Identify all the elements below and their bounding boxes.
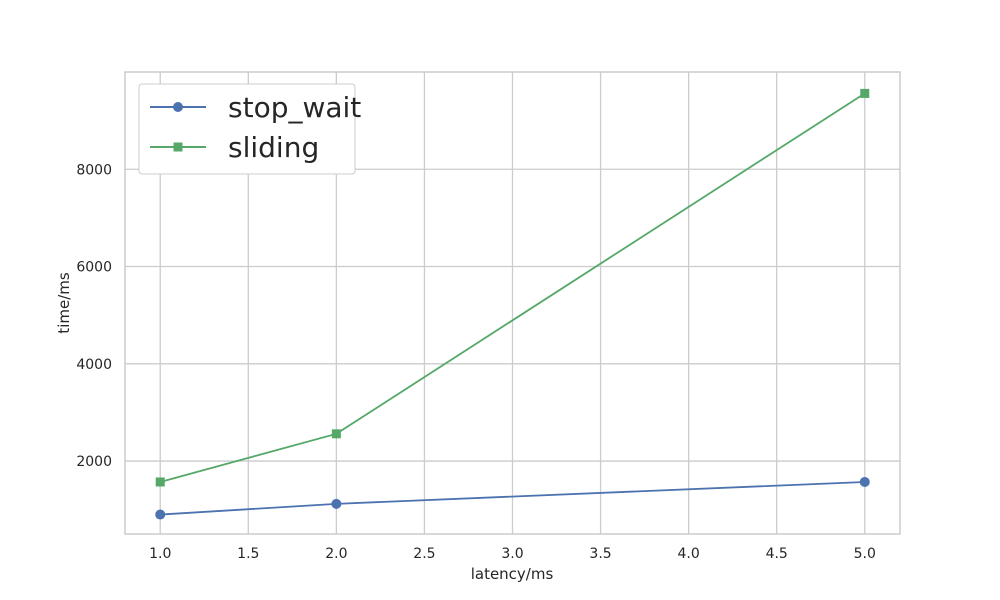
- legend: stop_wait sliding: [138, 83, 361, 175]
- series-sliding: [155, 88, 870, 487]
- x-tick-label: 5.0: [854, 546, 876, 562]
- x-tick-label: 4.5: [766, 546, 788, 562]
- y-tick-label: 4000: [76, 357, 112, 373]
- legend-label-sliding: sliding: [228, 131, 319, 164]
- series-group: [155, 88, 870, 520]
- data-point-stop-wait: [331, 498, 342, 509]
- y-tick-labels: 2000 4000 6000 8000: [76, 162, 112, 470]
- x-tick-label: 1.5: [237, 546, 259, 562]
- legend-marker-stop-wait: [173, 102, 183, 112]
- legend-marker-sliding: [173, 142, 183, 152]
- data-point-sliding: [860, 88, 870, 98]
- x-tick-label: 2.0: [325, 546, 347, 562]
- data-point-stop-wait: [155, 509, 166, 520]
- data-point-sliding: [155, 477, 165, 487]
- data-point-stop-wait: [859, 476, 870, 487]
- legend-label-stop-wait: stop_wait: [228, 91, 361, 124]
- x-tick-labels: 1.0 1.5 2.0 2.5 3.0 3.5 4.0 4.5 5.0: [149, 546, 876, 562]
- x-tick-label: 3.5: [589, 546, 611, 562]
- y-tick-label: 2000: [76, 454, 112, 470]
- x-tick-label: 3.0: [501, 546, 523, 562]
- series-stop-wait: [155, 476, 870, 520]
- plot-frame: [124, 71, 901, 535]
- y-tick-label: 8000: [76, 162, 112, 178]
- y-tick-label: 6000: [76, 260, 112, 276]
- x-tick-label: 2.5: [413, 546, 435, 562]
- y-axis-label: time/ms: [55, 272, 73, 334]
- data-point-sliding: [331, 429, 341, 439]
- x-tick-label: 4.0: [678, 546, 700, 562]
- x-axis-label: latency/ms: [471, 565, 554, 583]
- x-tick-label: 1.0: [149, 546, 171, 562]
